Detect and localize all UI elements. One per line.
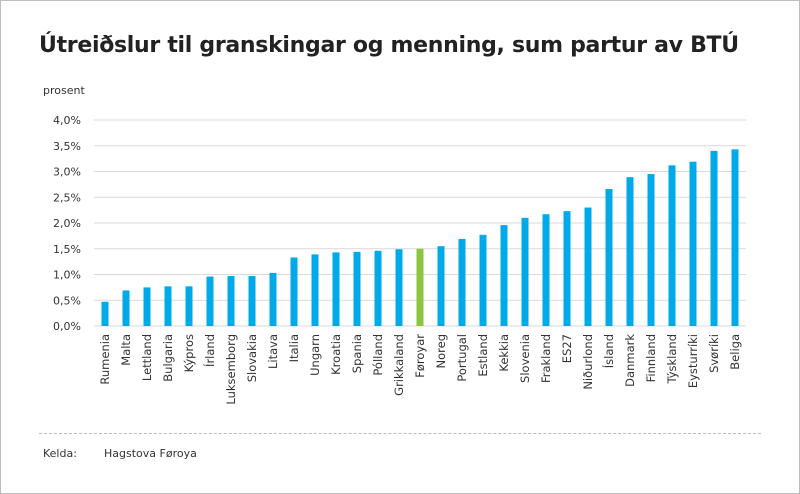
bar-Spania — [353, 251, 361, 326]
bar-Portugal — [458, 238, 466, 326]
bar-Ísland — [605, 189, 613, 326]
x-tick-label: Slovenia — [518, 334, 532, 383]
source-label: Kelda: — [43, 447, 77, 460]
x-tick-label: Kýpros — [182, 334, 196, 372]
bar-chart: 0,0% 0,5% 1,0% 1,5% 2,0% 2,5% 3,0% 3,5% 4,0% Rume… — [53, 114, 746, 405]
x-tick-label: Luksemborg — [224, 334, 238, 405]
bar-Bulgaria — [164, 286, 172, 326]
chart-title: Útreiðslur til granskingar og menning, s… — [39, 33, 739, 58]
y-tick-label: 4,0% — [53, 114, 81, 127]
y-tick-label: 3,0% — [53, 166, 81, 179]
y-axis-label: prosent — [43, 84, 85, 97]
bar-Svøríki — [710, 150, 718, 326]
x-tick-label: Litava — [266, 334, 280, 369]
x-tick-label: Bulgaria — [161, 334, 175, 382]
x-tick-label: Týskland — [665, 334, 679, 385]
bar-Finnland — [647, 174, 655, 326]
x-tick-label: Kekkia — [497, 334, 511, 372]
x-tick-label: Pólland — [371, 334, 385, 376]
bar-Niðurlond — [584, 207, 592, 326]
bar-Írland — [206, 276, 214, 326]
bar-Frakland — [542, 214, 550, 326]
bar-Kýpros — [185, 286, 193, 326]
x-tick-label: Spania — [350, 334, 364, 373]
x-tick-label: Kroatia — [329, 334, 343, 375]
bar-Italia — [290, 257, 298, 326]
y-tick-label: 2,0% — [53, 217, 81, 230]
x-tick-label: Niðurlond — [581, 334, 595, 390]
source-value: Hagstova Føroya — [104, 447, 197, 460]
x-tick-label: Italia — [287, 334, 301, 362]
y-tick-label: 0,5% — [53, 294, 81, 307]
y-tick-label: 1,5% — [53, 243, 81, 256]
bar-Malta — [122, 290, 130, 326]
x-tick-label: Ungarn — [308, 334, 322, 376]
x-tick-label: Slovakia — [245, 334, 259, 382]
bar-Estland — [479, 234, 487, 326]
x-tick-label: Estland — [476, 334, 490, 377]
bar-Noreg — [437, 246, 445, 326]
bar-Danmark — [626, 177, 634, 326]
x-tick-label: Portugal — [455, 334, 469, 382]
bar-Føroyar — [416, 248, 424, 326]
x-tick-label: Malta — [119, 334, 133, 366]
bar-ES27 — [563, 211, 571, 326]
x-tick-label: Beliga — [728, 334, 742, 370]
footer-divider — [39, 433, 761, 434]
x-tick-label: Noreg — [434, 334, 448, 369]
x-tick-label: Finnland — [644, 334, 658, 382]
x-tick-label: Rumenia — [98, 334, 112, 385]
bar-Beliga — [731, 149, 739, 326]
bar-Kekkia — [500, 225, 508, 326]
bar-Lettland — [143, 287, 151, 326]
bar-Kroatia — [332, 252, 340, 326]
x-tick-label: Svøríki — [707, 334, 721, 373]
bar-Grikkaland — [395, 249, 403, 326]
x-tick-label: Írland — [202, 334, 217, 367]
y-tick-label: 0,0% — [53, 320, 81, 333]
x-tick-label: Danmark — [623, 334, 637, 387]
x-tick-label: Føroyar — [413, 334, 427, 378]
y-tick-label: 2,5% — [53, 191, 81, 204]
bar-Rumenia — [101, 301, 109, 326]
bar-Eysturríki — [689, 161, 697, 326]
bar-Týskland — [668, 165, 676, 326]
y-tick-label: 1,0% — [53, 269, 81, 282]
bar-Slovakia — [248, 276, 256, 326]
bar-Litava — [269, 272, 277, 326]
x-tick-label: Lettland — [140, 334, 154, 381]
x-tick-label: Grikkaland — [392, 334, 406, 396]
y-tick-label: 3,5% — [53, 140, 81, 153]
x-tick-label: Ísland — [601, 334, 616, 368]
bar-Pólland — [374, 250, 382, 326]
bar-Luksemborg — [227, 276, 235, 326]
x-tick-label: Frakland — [539, 334, 553, 383]
bar-Ungarn — [311, 254, 319, 326]
x-tick-label: Eysturríki — [686, 334, 700, 388]
x-tick-label: ES27 — [560, 334, 574, 363]
bar-Slovenia — [521, 217, 529, 326]
